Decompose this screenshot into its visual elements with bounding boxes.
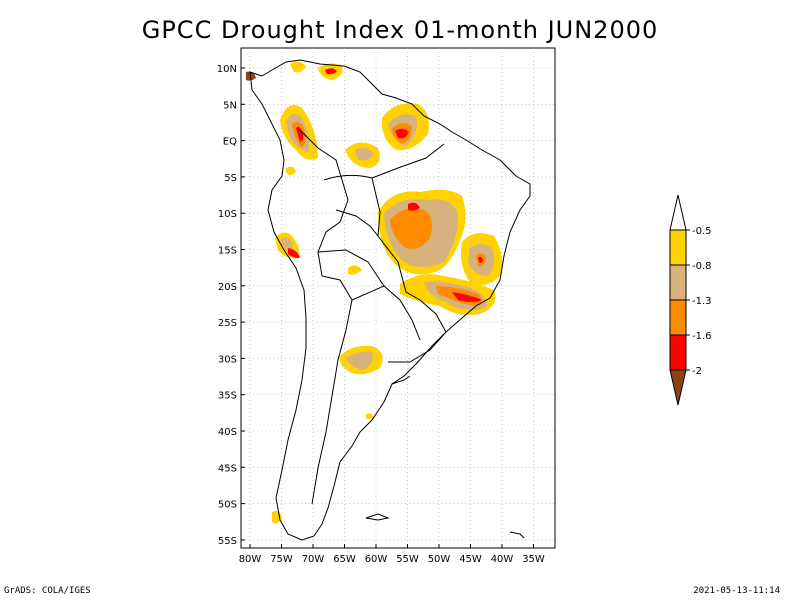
lat-tick-label: 50S — [218, 500, 237, 511]
colorbar-segment — [669, 229, 687, 266]
drought-patch — [288, 248, 300, 258]
drought-patch — [355, 147, 374, 161]
coastlines — [249, 59, 531, 541]
brazil-border — [323, 143, 447, 333]
colorbar-label: -2 — [692, 366, 702, 377]
drought-shading — [246, 61, 502, 524]
drought-patch — [272, 510, 282, 524]
lat-tick-label: 10S — [218, 209, 237, 220]
lon-tick-label: 60W — [365, 554, 388, 565]
drought-patch — [286, 166, 296, 175]
lat-tick-label: 20S — [218, 282, 237, 293]
lon-tick-label: 45W — [459, 554, 482, 565]
colorbar-bottom-arrow — [669, 369, 687, 406]
uruguay-coast — [391, 375, 411, 385]
longitude-labels: 80W 75W 70W 65W 60W 55W 50W 45W 40W 35W — [239, 544, 545, 565]
lon-tick-label: 65W — [333, 554, 356, 565]
lat-tick-label: 5N — [223, 100, 237, 111]
drought-patch — [408, 202, 420, 211]
timestamp-text: 2021-05-13-11:14 — [693, 586, 780, 596]
lat-tick-label: 10N — [217, 64, 237, 75]
colorbar: -0.5 -0.8 -1.3 -1.6 -2 — [669, 194, 712, 406]
lat-tick-label: 5S — [224, 173, 237, 184]
lat-tick-label: 55S — [218, 536, 237, 547]
drought-patch — [390, 208, 432, 249]
lat-tick-label: EQ — [223, 137, 237, 148]
falklands — [365, 513, 390, 521]
map-title: GPCC Drought Index 01-month JUN2000 — [141, 16, 659, 44]
drought-patch — [296, 126, 304, 142]
lon-tick-label: 80W — [239, 554, 262, 565]
colorbar-top-arrow — [669, 194, 687, 231]
drought-patch — [290, 61, 306, 73]
drought-patch — [478, 256, 483, 263]
drought-patch — [395, 128, 409, 139]
colorbar-label: -0.5 — [692, 226, 712, 237]
fuegian-coast — [509, 531, 525, 539]
drought-patch — [346, 351, 373, 370]
drought-patch — [452, 292, 482, 302]
lat-tick-label: 25S — [218, 318, 237, 329]
map-frame — [240, 47, 556, 549]
colorbar-segment — [669, 299, 687, 336]
drought-patch — [348, 265, 362, 275]
drought-patch — [325, 68, 337, 75]
lon-tick-label: 75W — [270, 554, 293, 565]
latitude-labels: 10N 5N EQ 5S 10S 15S 20S 25S 30S 35S 40S 45S 50S 55S — [217, 64, 245, 547]
lat-tick-label: 45S — [218, 463, 237, 474]
lat-tick-label: 15S — [218, 246, 237, 257]
drought-patch — [246, 71, 256, 81]
lon-tick-label: 40W — [491, 554, 514, 565]
credit-text: GrADS: COLA/IGES — [4, 586, 91, 596]
interior-border — [317, 249, 447, 363]
bolivia-border — [335, 209, 379, 237]
colorbar-segment — [669, 264, 687, 301]
colorbar-label: -1.6 — [692, 331, 712, 342]
gridlines — [241, 48, 555, 548]
lon-tick-label: 70W — [302, 554, 325, 565]
colorbar-label: -1.3 — [692, 296, 712, 307]
colorbar-segment — [669, 334, 687, 371]
colorbar-label: -0.8 — [692, 261, 712, 272]
lat-tick-label: 35S — [218, 391, 237, 402]
andes-border — [299, 129, 353, 505]
lat-tick-label: 40S — [218, 427, 237, 438]
lon-tick-label: 50W — [428, 554, 451, 565]
lon-tick-label: 35W — [522, 554, 545, 565]
lat-tick-label: 30S — [218, 354, 237, 365]
lon-tick-label: 55W — [396, 554, 419, 565]
drought-patch — [366, 413, 374, 419]
